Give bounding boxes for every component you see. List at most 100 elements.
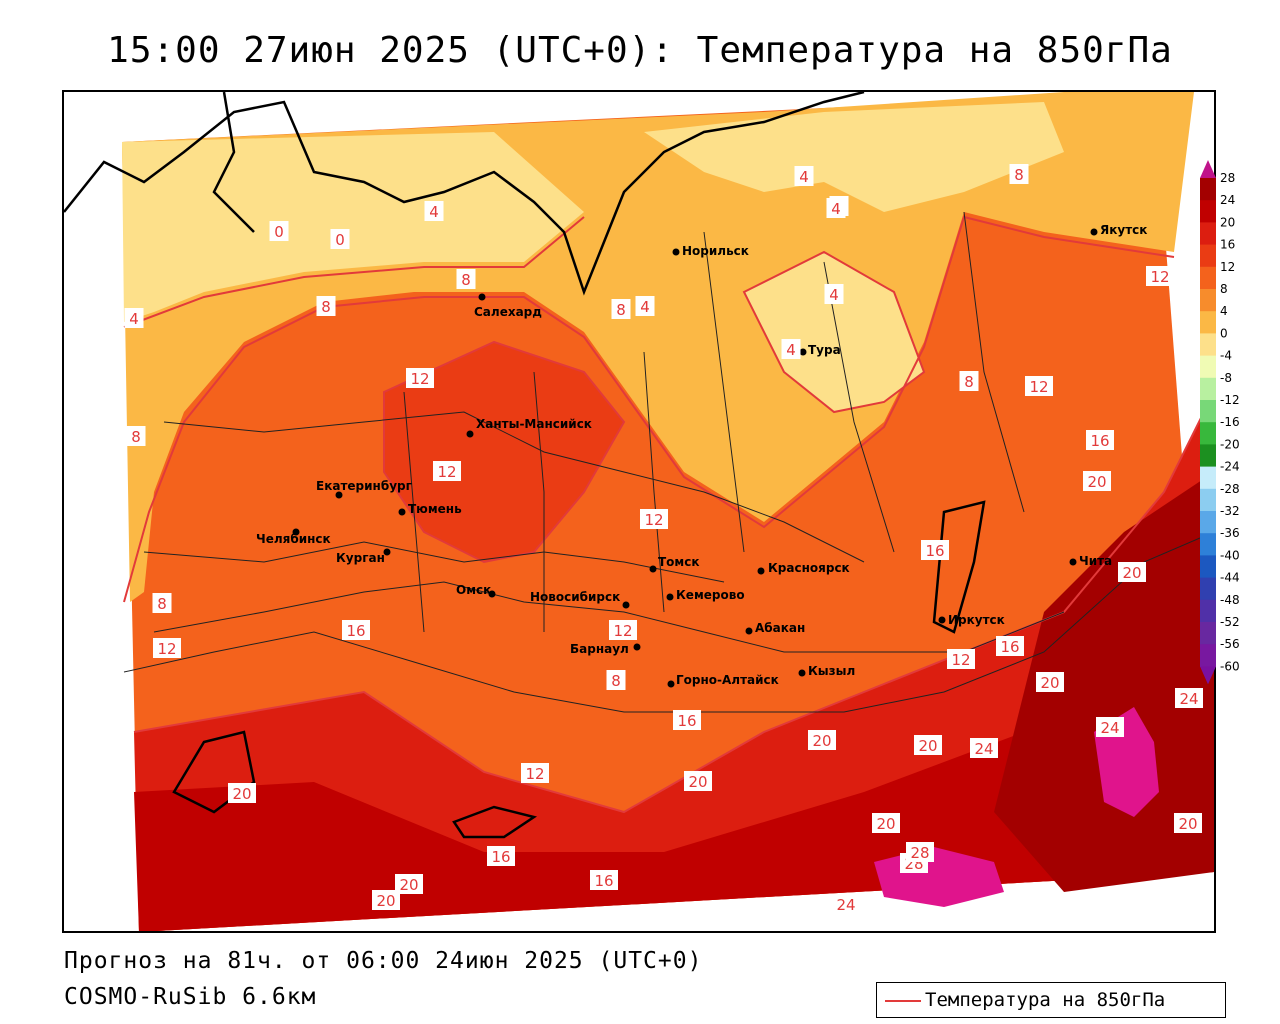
map-area[interactable]: Норильск Якутск Салехард Тура Ханты-Манс… <box>62 90 1216 933</box>
colorbar-swatch <box>1200 266 1216 290</box>
isotherm-label-box <box>970 738 998 758</box>
colorbar-tick-label: -44 <box>1220 571 1240 585</box>
isotherm-label: 24 <box>974 740 993 758</box>
isotherm-label: 4 <box>786 341 796 359</box>
colorbar-tick-label: 0 <box>1220 326 1228 340</box>
city-tomsk-marker <box>649 565 657 573</box>
isotherm-label: 12 <box>157 640 176 658</box>
isotherm-label-box <box>826 198 846 218</box>
isotherm-label: 4 <box>129 310 139 328</box>
isotherm-label-box <box>424 201 444 221</box>
isotherm-label: 0 <box>274 223 284 241</box>
city-label: Салехард <box>474 305 542 319</box>
isotherm-label-box <box>1174 813 1202 833</box>
isotherm-label-box <box>1083 471 1111 491</box>
isotherm-label-box <box>316 296 336 316</box>
city-krasnoyarsk-marker <box>757 567 765 575</box>
isotherm-label: 24 <box>1100 719 1119 737</box>
isotherm-label-box <box>1175 688 1203 708</box>
series-legend-line <box>885 1000 921 1002</box>
isotherm-label: 20 <box>1040 674 1059 692</box>
isotherm-label: 20 <box>688 773 707 791</box>
city-tura-marker <box>799 348 807 356</box>
city-chelyabinsk-marker <box>292 528 300 536</box>
colorbar-swatch <box>1200 577 1216 601</box>
isotherm-label-box <box>640 509 668 529</box>
isotherm-label-box <box>808 730 836 750</box>
city-tyumen-marker <box>398 508 406 516</box>
isotherm-label-box <box>372 890 400 910</box>
zone-cold-north <box>122 132 584 322</box>
colorbar-swatch <box>1200 555 1216 579</box>
isotherm-label: 20 <box>1178 815 1197 833</box>
isotherm-label: 8 <box>616 301 626 319</box>
colorbar-swatch <box>1200 333 1216 357</box>
isotherm-label-box <box>947 649 975 669</box>
zone-cold-tura <box>744 252 924 412</box>
colorbar-tick-label: -28 <box>1220 482 1240 496</box>
colorbar-tick-label: -20 <box>1220 437 1240 451</box>
city-label: Томск <box>658 555 700 569</box>
city-norilsk-marker <box>672 248 680 256</box>
city-novosibirsk-marker <box>622 601 630 609</box>
isotherm-label: 20 <box>876 815 895 833</box>
isotherm-label-box <box>635 296 655 316</box>
colorbar-swatch <box>1200 422 1216 445</box>
city-label: Барнаул <box>570 642 629 656</box>
colorbar-tick-label: 28 <box>1220 171 1235 185</box>
city-omsk-marker <box>488 590 496 598</box>
isotherm-label: 8 <box>1014 166 1024 184</box>
isotherm-label-box <box>126 426 146 446</box>
isotherm-label: 8 <box>131 428 141 446</box>
temperature-map: Норильск Якутск Салехард Тура Ханты-Манс… <box>64 92 1214 931</box>
colorbar-tick-label: -48 <box>1220 593 1240 607</box>
colorbar-swatch <box>1200 599 1216 623</box>
colorbar-tick-label: 20 <box>1220 215 1235 229</box>
isotherm-label-box <box>124 308 144 328</box>
isotherm-label-box <box>906 842 934 862</box>
city-label: Кызыл <box>808 664 855 678</box>
isotherm-label-box <box>269 221 289 241</box>
colorbar: 28 24 20 16 12 8 4 0 -4 -8 -12 -16 -20 -24 -28 -32 -36 -4… <box>1200 160 1280 690</box>
isotherm-label: 20 <box>376 892 395 910</box>
isotherm-label: 12 <box>644 511 663 529</box>
city-yakutsk-marker <box>1090 228 1098 236</box>
colorbar-tick-label: 4 <box>1220 304 1228 318</box>
city-barnaul-marker <box>633 643 641 651</box>
isotherm-label-box <box>1096 717 1124 737</box>
isotherm-label: 16 <box>594 872 613 890</box>
isotherm-label-box <box>921 540 949 560</box>
isotherm-label-box <box>456 269 476 289</box>
isotherm-label-box <box>1146 266 1174 286</box>
colorbar-swatch <box>1200 355 1216 379</box>
colorbar-tick-label: -60 <box>1220 659 1240 673</box>
zone-cold-taymyr <box>644 102 1064 212</box>
city-label: Норильск <box>682 244 749 258</box>
city-kyzyl-marker <box>798 669 806 677</box>
colorbar-swatch <box>1200 200 1216 223</box>
isotherm-label-box <box>1086 430 1114 450</box>
isotherm-label-box <box>611 299 631 319</box>
series-legend-label: Температура на 850гПа <box>925 989 1166 1011</box>
isotherm-label: 16 <box>346 622 365 640</box>
isotherm-label: 4 <box>799 168 809 186</box>
isotherm-label: 12 <box>951 651 970 669</box>
isotherm-label: 12 <box>613 622 632 640</box>
colorbar-swatch <box>1200 644 1216 667</box>
isotherm-label: 4 <box>829 286 839 304</box>
isotherm-label: 24 <box>836 896 855 914</box>
colorbar-tick-label: 16 <box>1220 238 1235 252</box>
isotherm-label-box <box>684 771 712 791</box>
isotherm-label-box <box>1009 164 1029 184</box>
city-label: Челябинск <box>256 532 331 546</box>
isotherm-label: 28 <box>910 844 929 862</box>
isotherm-label-box <box>673 710 701 730</box>
city-label: Якутск <box>1100 223 1147 237</box>
isotherm-label-box <box>781 339 801 359</box>
city-label: Тура <box>808 343 841 357</box>
isotherm-labels: 0404488844488121212121212161620202428202… <box>124 164 1203 914</box>
map-title: 15:00 27июн 2025 (UTC+0): Температура на… <box>107 30 1173 71</box>
isotherm-label: 4 <box>831 200 841 218</box>
colorbar-swatch <box>1200 511 1216 534</box>
isotherm-label: 20 <box>918 737 937 755</box>
